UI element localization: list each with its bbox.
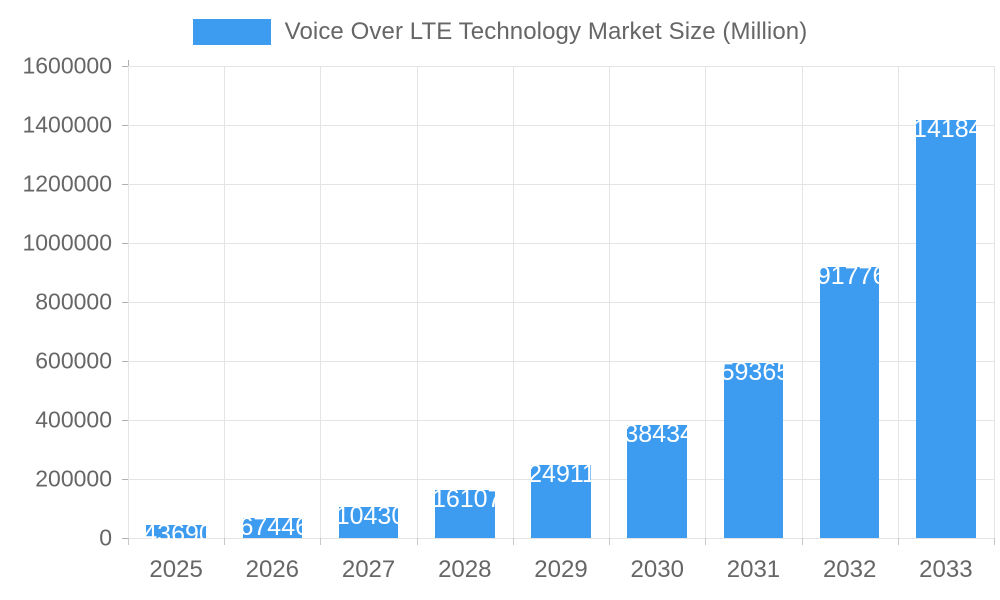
vertical-gridline [416,66,418,538]
y-axis-tick-mark [122,184,128,185]
x-axis-tick-mark [994,538,995,545]
bar[interactable] [819,267,880,538]
y-axis-tick-label: 1400000 [22,111,112,138]
x-axis-tick-label: 2029 [534,556,588,583]
bar[interactable] [242,518,303,538]
gridline [128,361,994,362]
x-axis-tick-mark [801,538,803,545]
bar-value-label: 1418460 [916,114,976,143]
bar[interactable] [723,362,784,538]
y-axis-tick-label: 400000 [35,406,112,433]
vertical-gridline [609,66,611,538]
vertical-gridline [994,66,995,538]
vertical-gridline [128,66,129,538]
x-axis-tick-mark [512,538,514,545]
bar-column[interactable]: 161073 [434,66,495,538]
vertical-gridline [897,66,899,538]
bar[interactable] [338,507,399,538]
bar[interactable] [627,424,688,538]
x-axis-tick-mark [224,538,226,545]
vertical-gridline [512,66,514,538]
gridline [128,125,994,126]
y-axis-tick-mark [122,243,128,244]
gridline [128,538,994,539]
x-axis-tick-label: 2032 [822,556,877,583]
x-axis-tick-label: 2027 [341,556,396,583]
vertical-gridline [801,66,803,538]
bar[interactable] [531,464,591,538]
bar-value-label: 104306 [338,502,399,531]
y-axis-tick-label: 1200000 [22,170,112,197]
y-axis-tick-label: 1600000 [22,52,112,79]
y-axis-tick-mark [122,479,128,480]
y-axis-tick-mark [122,302,128,303]
bar-value-label: 384344 [627,419,688,448]
gridline [128,66,994,67]
x-axis-tick-label: 2028 [438,556,492,583]
bar-column[interactable]: 384344 [627,66,688,538]
y-axis-tick-mark [122,420,128,421]
y-axis-tick-label: 0 [99,524,112,551]
x-axis-tick-mark [897,538,899,545]
x-axis-tick-label: 2026 [245,556,300,583]
bar-value-label: 43690 [146,520,206,549]
bar-column[interactable]: 104306 [338,66,399,538]
legend-color-swatch [192,19,271,45]
gridline [128,302,994,303]
gridline [128,243,994,244]
bar-column[interactable]: 249117 [531,66,591,538]
y-axis-tick-mark [122,125,128,126]
x-axis-tick-label: 2030 [630,556,684,583]
bar-value-label: 249117 [531,459,591,488]
bar-value-label: 917760 [819,262,880,291]
bar[interactable] [916,119,976,538]
y-axis-tick-mark [122,361,128,362]
vertical-gridline [705,66,707,538]
bar-column[interactable]: 1418460 [916,66,976,538]
x-axis-tick-label: 2031 [726,556,781,583]
vertical-gridline [224,66,226,538]
chart-legend: Voice Over LTE Technology Market Size (M… [0,12,1000,52]
x-axis-tick-label: 2033 [919,556,973,583]
x-axis-tick-label: 2025 [149,556,203,583]
bar-column[interactable]: 43690 [146,66,206,548]
y-axis-tick-label: 800000 [35,288,112,315]
bar-value-label: 161073 [434,485,495,514]
y-axis-tick-mark [122,538,128,539]
x-axis-tick-mark [320,538,322,545]
y-axis-tick-label: 600000 [35,347,112,374]
x-axis-tick-mark [705,538,707,545]
y-axis-tick-label: 200000 [35,465,112,492]
bar[interactable] [434,490,495,538]
bar[interactable] [146,525,206,538]
gridline [128,184,994,185]
bar-value-label: 67446 [242,513,303,542]
x-axis-tick-mark [128,538,129,545]
y-axis-tick-mark [122,66,128,67]
bar-column[interactable]: 67446 [242,66,303,541]
x-axis-tick-mark [416,538,418,545]
vertical-gridline [320,66,322,538]
y-axis-tick-label: 1000000 [22,229,112,256]
gridline [128,420,994,421]
plot-area: 43690 67446 104306 161073 249117 384344 593659… [128,66,995,548]
bar-column[interactable]: 917760 [819,66,880,538]
x-axis-tick-mark [609,538,611,545]
legend-label: Voice Over LTE Technology Market Size (M… [284,18,808,45]
